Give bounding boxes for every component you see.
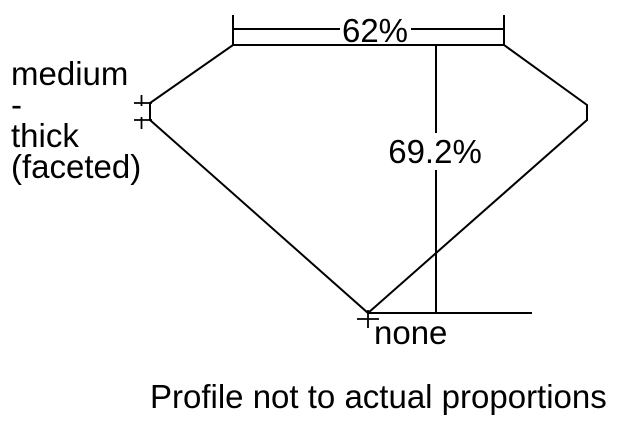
diagram-caption: Profile not to actual proportions bbox=[150, 378, 607, 415]
table-width-label: 62% bbox=[341, 12, 409, 49]
culet-label: none bbox=[374, 314, 448, 351]
depth-percent-label: 69.2% bbox=[388, 133, 482, 170]
girdle-thickness-label: medium - thick (faceted) bbox=[11, 55, 142, 185]
diamond-outline bbox=[149, 44, 588, 315]
